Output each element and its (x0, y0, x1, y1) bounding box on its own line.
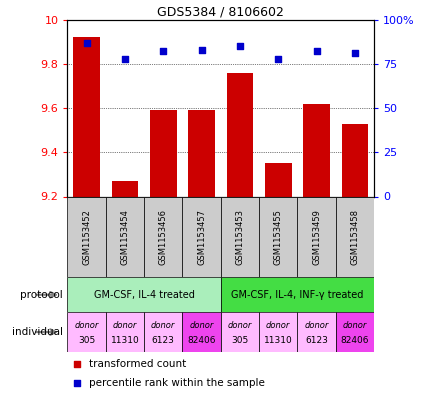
Bar (182, 312, 220, 352)
Bar (264, 163, 291, 196)
Text: GSM1153458: GSM1153458 (350, 209, 358, 265)
Text: donor: donor (304, 321, 328, 329)
Text: donor: donor (151, 321, 175, 329)
Text: GSM1153456: GSM1153456 (158, 209, 168, 265)
Bar (182, 196, 220, 277)
Text: 6123: 6123 (305, 336, 327, 345)
Text: GSM1153453: GSM1153453 (235, 209, 244, 265)
Point (73, 380, 80, 386)
Point (83, 39, 90, 46)
Text: donor: donor (227, 321, 252, 329)
Text: transformed count: transformed count (89, 359, 186, 369)
Text: donor: donor (189, 321, 213, 329)
Bar (341, 123, 368, 196)
Bar (105, 196, 144, 277)
Text: protocol: protocol (20, 290, 63, 300)
Text: 6123: 6123 (151, 336, 174, 345)
Bar (335, 312, 373, 352)
Text: donor: donor (266, 321, 290, 329)
Bar (105, 312, 144, 352)
Bar (226, 73, 253, 196)
Text: 305: 305 (231, 336, 248, 345)
Text: donor: donor (342, 321, 366, 329)
Text: GSM1153457: GSM1153457 (197, 209, 206, 265)
Text: individual: individual (12, 327, 63, 337)
Point (159, 48, 166, 55)
Text: 82406: 82406 (340, 336, 368, 345)
Bar (302, 104, 329, 196)
Point (73, 361, 80, 367)
Bar (297, 312, 335, 352)
Title: GDS5384 / 8106602: GDS5384 / 8106602 (157, 6, 283, 18)
Bar (259, 312, 297, 352)
Text: GM-CSF, IL-4 treated: GM-CSF, IL-4 treated (93, 290, 194, 300)
Bar (220, 196, 259, 277)
Text: 11310: 11310 (263, 336, 292, 345)
Bar (297, 196, 335, 277)
Bar (220, 312, 259, 352)
Text: donor: donor (74, 321, 99, 329)
Bar (67, 277, 220, 312)
Point (274, 55, 281, 62)
Bar (144, 312, 182, 352)
Text: GSM1153459: GSM1153459 (311, 209, 320, 265)
Text: GSM1153452: GSM1153452 (82, 209, 91, 265)
Text: 82406: 82406 (187, 336, 215, 345)
Text: GSM1153455: GSM1153455 (273, 209, 282, 265)
Text: GM-CSF, IL-4, INF-γ treated: GM-CSF, IL-4, INF-γ treated (231, 290, 363, 300)
Bar (67, 312, 105, 352)
Point (351, 50, 358, 57)
Bar (73, 37, 100, 197)
Bar (259, 196, 297, 277)
Text: percentile rank within the sample: percentile rank within the sample (89, 378, 264, 387)
Text: 305: 305 (78, 336, 95, 345)
Text: 11310: 11310 (110, 336, 139, 345)
Bar (67, 196, 105, 277)
Point (236, 43, 243, 50)
Point (312, 48, 319, 55)
Text: GSM1153454: GSM1153454 (120, 209, 129, 265)
Bar (144, 196, 182, 277)
Text: donor: donor (112, 321, 137, 329)
Point (121, 55, 128, 62)
Bar (188, 110, 214, 196)
Bar (149, 110, 176, 196)
Bar (335, 196, 373, 277)
Bar (220, 277, 373, 312)
Point (197, 47, 204, 53)
Bar (111, 181, 138, 196)
